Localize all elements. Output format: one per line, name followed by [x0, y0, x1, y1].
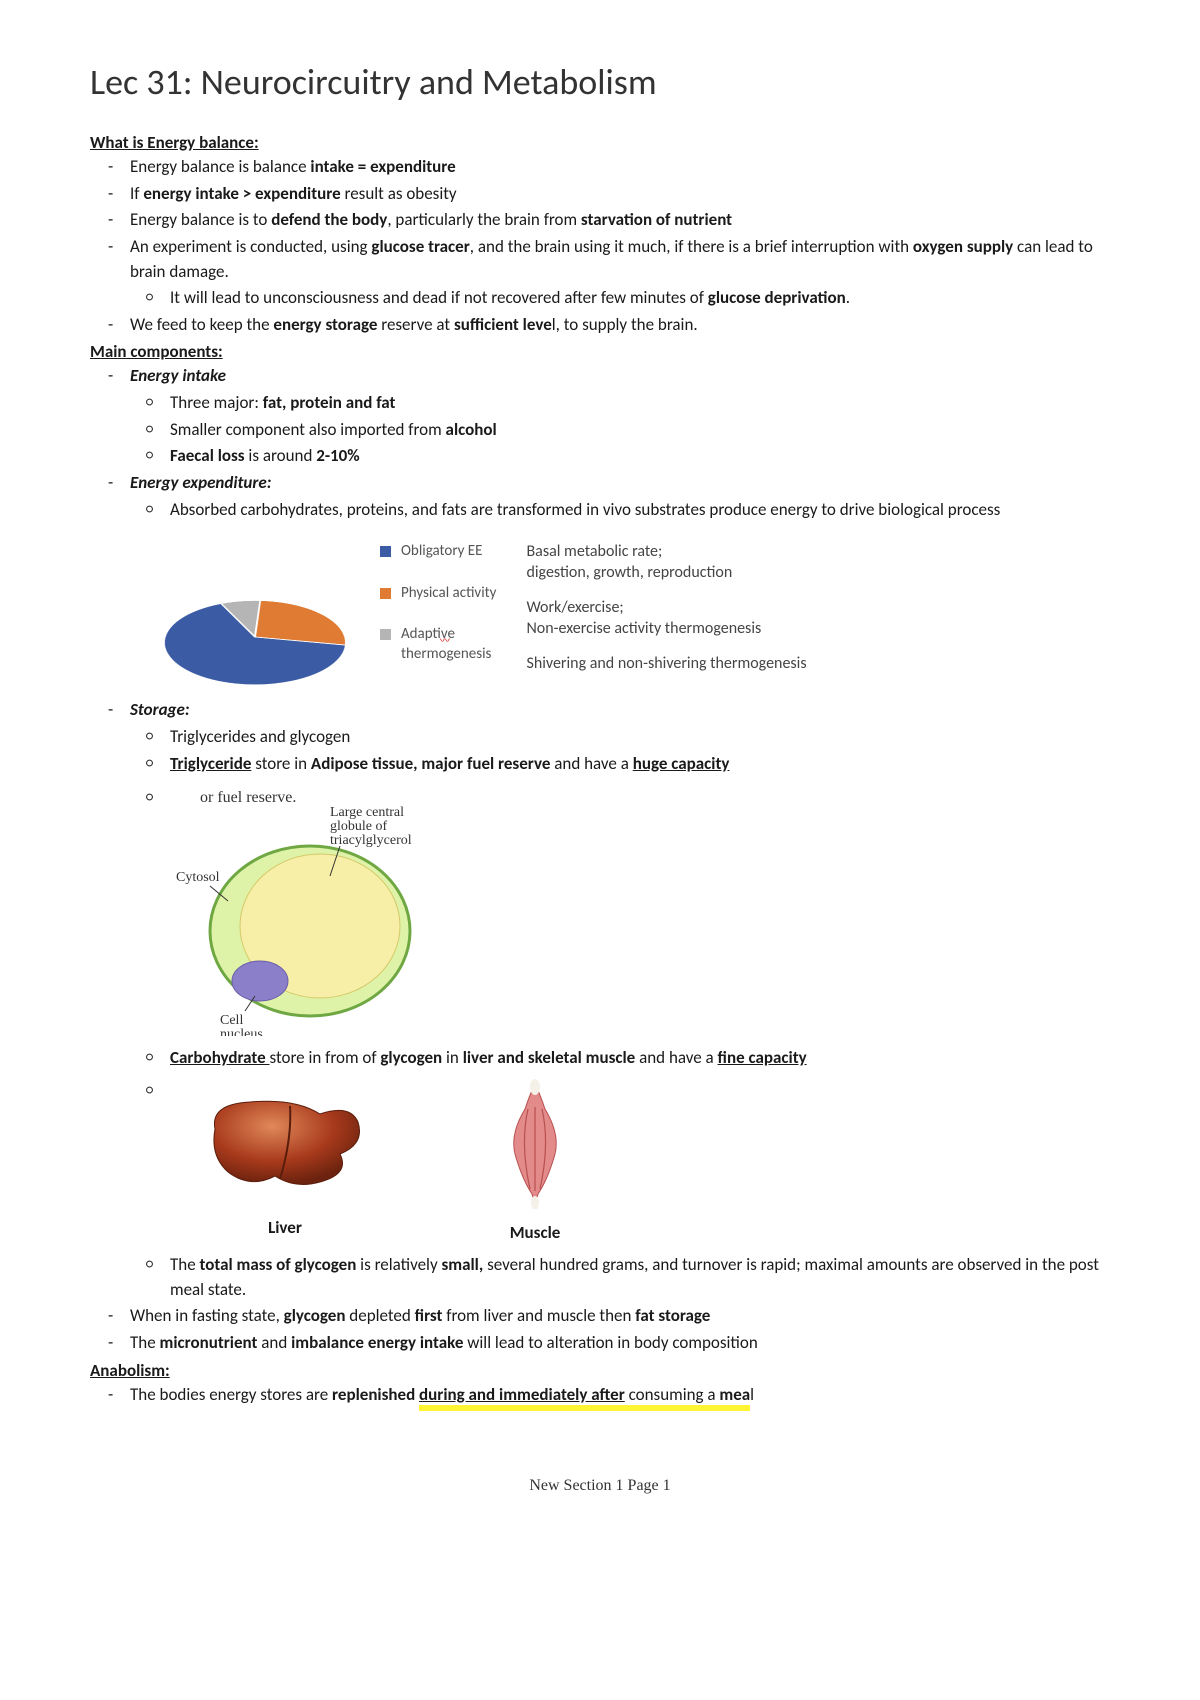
list-item: The bodies energy stores are replenished… [130, 1383, 1110, 1408]
adipo-label-1: Large central globule of triacylglycerol [330, 805, 412, 848]
list-item-image: or fuel reserve. Large central globule o… [170, 786, 1110, 1036]
list-item: When in fasting state, glycogen depleted… [130, 1304, 1110, 1329]
legend-label: Adapti〰vethermogenesis [401, 625, 491, 664]
document-page: Lec 31: Neurocircuitry and Metabolism Wh… [0, 0, 1200, 1535]
legend-swatch [380, 588, 391, 599]
cell-nucleus [232, 961, 288, 1001]
list-item: Energy balance is balance intake = expen… [130, 155, 1110, 180]
list-item: Absorbed carbohydrates, proteins, and fa… [170, 498, 1110, 523]
list-item: Carbohydrate store in from of glycogen i… [170, 1046, 1110, 1071]
list-item: An experiment is conducted, using glucos… [130, 235, 1110, 311]
adipo-label-nucleus: Cellnucleus [220, 1013, 263, 1036]
pie-description: Work/exercise;Non-exercise activity ther… [526, 598, 806, 640]
bullet-list: Storage: Triglycerides and glycogen Trig… [90, 698, 1110, 1355]
list-item: Triglycerides and glycogen [170, 725, 1110, 750]
bullet-list: Energy balance is balance intake = expen… [90, 155, 1110, 337]
adipocyte-diagram: or fuel reserve. Large central globule o… [170, 786, 1110, 1036]
list-item: Triglyceride store in Adipose tissue, ma… [170, 752, 1110, 777]
bullet-list: Energy intake Three major: fat, protein … [90, 364, 1110, 522]
muscle-caption: Muscle [480, 1221, 590, 1246]
muscle-figure: Muscle [480, 1079, 590, 1245]
list-item: It will lead to unconsciousness and dead… [170, 286, 1110, 311]
legend-swatch [380, 546, 391, 557]
list-item: Smaller component also imported from alc… [170, 418, 1110, 443]
list-item: We feed to keep the energy storage reser… [130, 313, 1110, 338]
pie-description: Basal metabolic rate;digestion, growth, … [526, 542, 806, 584]
list-item: The micronutrient and imbalance energy i… [130, 1331, 1110, 1356]
liver-figure: Liver [200, 1084, 370, 1240]
list-item: Energy intake Three major: fat, protein … [130, 364, 1110, 469]
pie-svg [144, 599, 366, 688]
legend-label: Obligatory EE [401, 542, 482, 562]
liver-muscle-row: Liver Muscle [200, 1079, 1110, 1245]
section-heading-energy-balance: What is Energy balance: [90, 132, 1110, 153]
liver-icon [200, 1084, 370, 1204]
page-title: Lec 31: Neurocircuitry and Metabolism [90, 60, 1110, 104]
legend-label: Physical activity [401, 584, 496, 604]
pie-descriptions: Basal metabolic rate;digestion, growth, … [526, 542, 806, 688]
list-item: If energy intake > expenditure result as… [130, 182, 1110, 207]
page-footer: New Section 1 Page 1 [90, 1477, 1110, 1495]
adipocyte-svg: or fuel reserve. Large central globule o… [170, 786, 470, 1036]
pie-legend-item: Adapti〰vethermogenesis [380, 625, 496, 664]
section-heading-anabolism: Anabolism: [90, 1360, 1110, 1381]
list-item: Energy expenditure: Absorbed carbohydrat… [130, 471, 1110, 522]
list-item-image: Liver Muscle [170, 1079, 1110, 1245]
pie-legend: Obligatory EE Physical activity Adapti〰vet… [380, 542, 496, 686]
adipo-label-cytosol: Cytosol [176, 870, 220, 885]
liver-caption: Liver [200, 1216, 370, 1241]
legend-swatch [380, 629, 391, 640]
pie-legend-item: Physical activity [380, 584, 496, 604]
pie-description: Shivering and non-shivering thermogenesi… [526, 654, 806, 675]
pie-graphic [160, 542, 350, 682]
list-item: Faecal loss is around 2-10% [170, 444, 1110, 469]
list-item: Storage: Triglycerides and glycogen Trig… [130, 698, 1110, 1302]
list-item: The total mass of glycogen is relatively… [170, 1253, 1110, 1302]
pie-legend-item: Obligatory EE [380, 542, 496, 562]
section-heading-main-components: Main components: [90, 341, 1110, 362]
muscle-icon [480, 1079, 590, 1209]
adipo-top-text: or fuel reserve. [200, 789, 296, 806]
list-item: Energy balance is to defend the body, pa… [130, 208, 1110, 233]
pie-chart: Obligatory EE Physical activity Adapti〰vet… [160, 542, 1110, 688]
bullet-list: The bodies energy stores are replenished… [90, 1383, 1110, 1408]
list-item: Three major: fat, protein and fat [170, 391, 1110, 416]
